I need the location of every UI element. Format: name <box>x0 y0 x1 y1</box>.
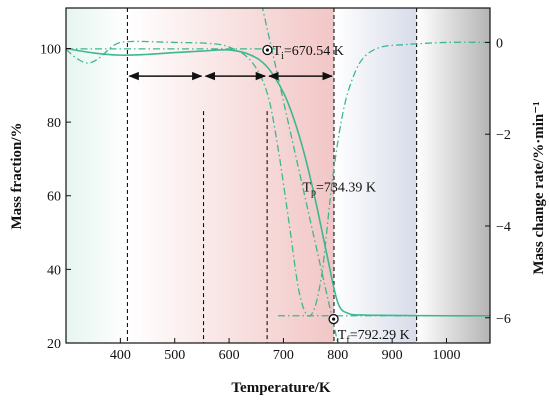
x-tick-label: 400 <box>110 348 131 363</box>
dtg-series-line <box>66 40 490 317</box>
y-axis-right-title: Mass change rate/%·min⁻¹ <box>531 101 547 274</box>
region-I-band <box>66 8 128 343</box>
chart-labels: Temperature/K Mass fraction/% Mass chang… <box>9 44 547 396</box>
marker-label: Tf=792.29 K <box>338 328 410 346</box>
x-axis-title: Temperature/K <box>231 380 330 396</box>
y-right-tick-label: 0 <box>496 36 503 51</box>
x-tick-label: 500 <box>164 348 185 363</box>
peak-annotation-value: =734.39 K <box>316 181 376 196</box>
peak-annotation-subscript: p <box>311 188 316 199</box>
y-right-tick-label: −2 <box>496 128 511 143</box>
y-axis-left-title: Mass fraction/% <box>9 122 25 229</box>
tg-series-line <box>66 47 490 317</box>
region-III-band <box>333 8 417 343</box>
marker-dot <box>332 317 336 321</box>
y-left-tick-label: 40 <box>47 263 61 278</box>
marker-label-value: =670.54 K <box>284 44 344 59</box>
x-tick-label: 800 <box>327 348 348 363</box>
data-series <box>66 40 490 317</box>
marker-label-symbol: T <box>273 44 282 59</box>
y-left-tick-label: 100 <box>40 42 61 57</box>
x-tick-label: 900 <box>382 348 403 363</box>
region-IV-band <box>416 8 490 343</box>
y-right-tick-label: −4 <box>496 220 511 235</box>
x-tick-label: 700 <box>273 348 294 363</box>
y-left-tick-label: 80 <box>47 116 61 131</box>
plot-frame <box>65 7 491 344</box>
marker-label-symbol: T <box>338 328 347 343</box>
peak-annotation-symbol: T <box>302 181 311 196</box>
point-markers <box>262 44 339 325</box>
y-left-tick-label: 20 <box>47 337 61 352</box>
x-tick-label: 600 <box>219 348 240 363</box>
stage-dividers <box>126 8 418 343</box>
marker-dot <box>265 48 270 52</box>
x-tick-label: 1000 <box>433 348 461 363</box>
plot-border <box>65 7 491 344</box>
peak-annotation: Tp=734.39 K <box>302 181 376 199</box>
y-left-tick-label: 60 <box>47 190 61 205</box>
marker-label-subscript: i <box>281 51 284 62</box>
marker-label-subscript: f <box>346 335 350 346</box>
marker-label-value: =792.29 K <box>350 328 410 343</box>
marker-label: Ti=670.54 K <box>273 44 344 62</box>
y-right-tick-label: −6 <box>496 312 511 327</box>
